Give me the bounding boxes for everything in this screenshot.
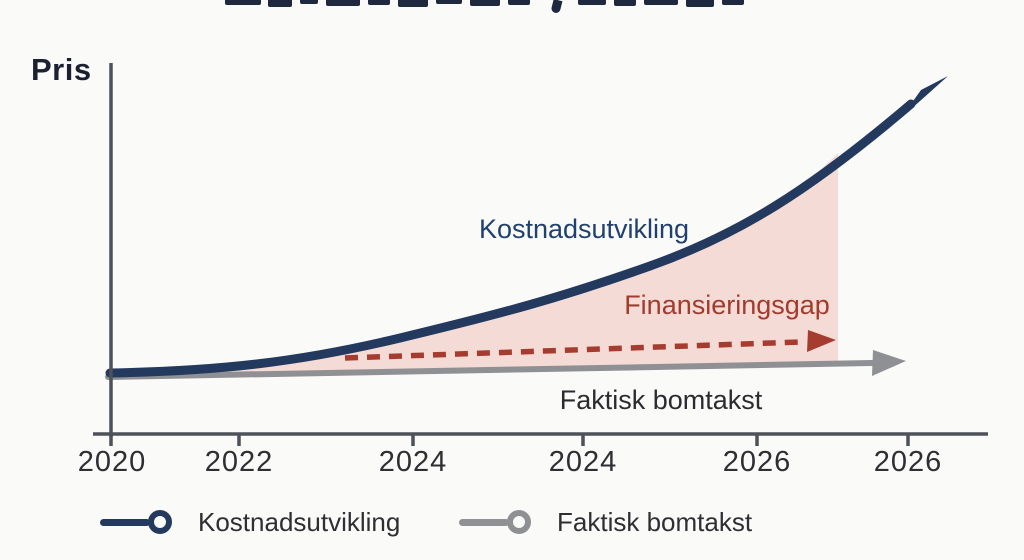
legend-line-swatch-gray <box>459 518 509 526</box>
baseline-arrowhead-icon <box>872 350 906 376</box>
title-fragment <box>508 0 530 5</box>
title-fragment <box>436 0 462 4</box>
x-tick-label: 2022 <box>205 446 274 478</box>
title-fragment <box>470 0 500 6</box>
cost-curve-arrowhead-icon <box>901 76 948 118</box>
gap-shaded-area <box>110 153 838 376</box>
cost-curve-label: Kostnadsutvikling <box>479 214 689 244</box>
y-axis-title: Pris <box>31 52 92 87</box>
x-tick-label: 2024 <box>379 446 448 478</box>
legend-label: Faktisk bomtakst <box>557 506 753 537</box>
cost-curve <box>105 99 916 378</box>
title-fragment <box>300 0 318 4</box>
title-fragment <box>686 0 714 7</box>
x-tick-label: 2026 <box>723 446 792 478</box>
legend-item-faktisk-bomtakst: Faktisk bomtakst <box>459 505 752 539</box>
x-tick-label: 2020 <box>78 446 147 478</box>
baseline-label: Faktisk bomtakst <box>560 385 763 415</box>
legend-item-kostnadsutvikling: Kostnadsutvikling <box>100 505 400 539</box>
x-tick-label: 2024 <box>549 446 618 478</box>
legend-circle-marker-gray <box>507 510 531 534</box>
title-fragment <box>614 0 636 6</box>
x-axis-ticks <box>109 434 910 446</box>
gap-arrowhead-icon <box>807 330 836 352</box>
x-tick-label: 2026 <box>874 446 943 478</box>
title-fragment <box>268 0 292 7</box>
title-fragment <box>368 0 390 5</box>
gap-dashed-arrow <box>344 339 801 361</box>
legend-line-swatch-navy <box>100 518 150 526</box>
title-fragment <box>644 0 678 5</box>
legend-circle-marker-navy <box>148 510 172 534</box>
title-fragment <box>722 0 744 5</box>
legend-label: Kostnadsutvikling <box>198 506 401 537</box>
title-fragment <box>398 0 428 7</box>
title-fragment <box>225 0 261 5</box>
title-fragment <box>578 0 606 5</box>
title-fragment <box>326 0 360 6</box>
financing-gap-label: Finansieringsgap <box>624 290 830 320</box>
baseline-line <box>105 360 875 380</box>
